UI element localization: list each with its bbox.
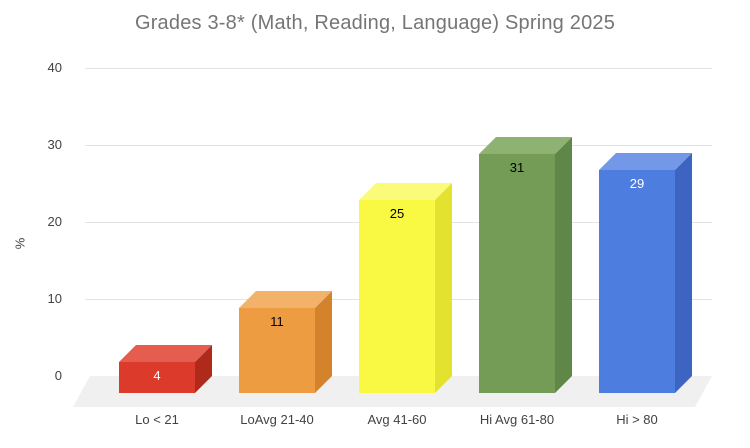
x-tick-label: LoAvg 21-40 [240, 412, 314, 427]
y-tick-label: 0 [54, 368, 62, 383]
bar-side-face [315, 291, 332, 393]
x-tick-label: Avg 41-60 [367, 412, 427, 427]
bar-value-label: 31 [509, 160, 525, 175]
bar[interactable]: 31 [479, 137, 572, 393]
bar-side-face [555, 137, 572, 393]
bar-front-face [599, 170, 675, 393]
bar-value-label: 25 [389, 206, 405, 221]
y-tick-label: 30 [47, 137, 62, 152]
bar-side-face [675, 153, 692, 393]
x-tick-label: Lo < 21 [135, 412, 179, 427]
bar-top-face [239, 291, 332, 308]
bar-value-label: 11 [270, 314, 284, 329]
y-tick-label: 20 [47, 214, 62, 229]
bar-top-face [599, 153, 692, 170]
bar-front-face [119, 362, 195, 393]
gridline [85, 68, 712, 69]
bar-top-face [479, 137, 572, 154]
bar-value-label: 4 [153, 368, 161, 383]
bar-front-face [359, 200, 435, 393]
bar-top-face [119, 345, 212, 362]
bar-top-face [359, 183, 452, 200]
bar-front-face [239, 308, 315, 393]
x-tick-label: Hi > 80 [616, 412, 658, 427]
y-axis-title: % [12, 237, 28, 250]
chart-title: Grades 3-8* (Math, Reading, Language) Sp… [134, 12, 616, 34]
bar[interactable]: 25 [359, 183, 452, 393]
bar[interactable]: 29 [599, 153, 692, 393]
bar-front-face [479, 154, 555, 393]
bar-side-face [435, 183, 452, 393]
x-tick-label: Hi Avg 61-80 [479, 412, 555, 427]
bar[interactable]: 4 [119, 345, 212, 393]
y-tick-label: 40 [47, 60, 62, 75]
bar-value-label: 29 [629, 176, 645, 191]
gridline [85, 145, 712, 146]
bar[interactable]: 11 [239, 291, 332, 393]
y-tick-label: 10 [47, 291, 62, 306]
